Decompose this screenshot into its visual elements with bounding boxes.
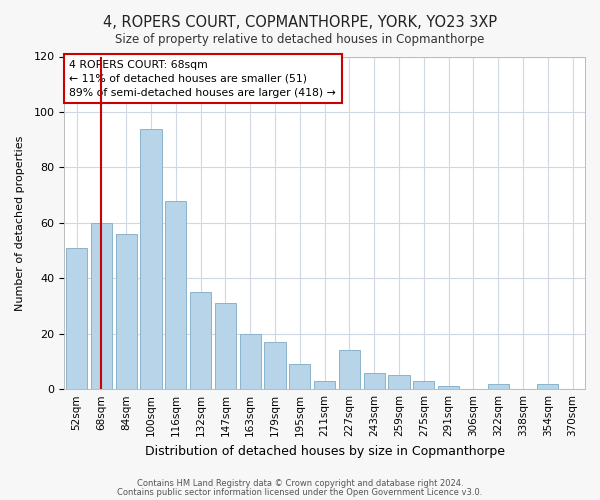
Bar — [215, 303, 236, 389]
Text: Contains HM Land Registry data © Crown copyright and database right 2024.: Contains HM Land Registry data © Crown c… — [137, 479, 463, 488]
Bar — [438, 386, 459, 389]
Bar — [165, 200, 187, 389]
Bar — [364, 372, 385, 389]
Bar — [388, 376, 410, 389]
Bar — [289, 364, 310, 389]
Text: 4 ROPERS COURT: 68sqm
← 11% of detached houses are smaller (51)
89% of semi-deta: 4 ROPERS COURT: 68sqm ← 11% of detached … — [70, 60, 336, 98]
Bar — [339, 350, 360, 389]
Bar — [413, 381, 434, 389]
Bar — [140, 128, 161, 389]
Text: Size of property relative to detached houses in Copmanthorpe: Size of property relative to detached ho… — [115, 32, 485, 46]
Text: 4, ROPERS COURT, COPMANTHORPE, YORK, YO23 3XP: 4, ROPERS COURT, COPMANTHORPE, YORK, YO2… — [103, 15, 497, 30]
Bar — [488, 384, 509, 389]
Bar — [116, 234, 137, 389]
Bar — [265, 342, 286, 389]
Bar — [66, 248, 87, 389]
Bar — [537, 384, 559, 389]
Bar — [91, 223, 112, 389]
Y-axis label: Number of detached properties: Number of detached properties — [15, 135, 25, 310]
Text: Contains public sector information licensed under the Open Government Licence v3: Contains public sector information licen… — [118, 488, 482, 497]
Bar — [314, 381, 335, 389]
Bar — [190, 292, 211, 389]
Bar — [239, 334, 261, 389]
X-axis label: Distribution of detached houses by size in Copmanthorpe: Distribution of detached houses by size … — [145, 444, 505, 458]
